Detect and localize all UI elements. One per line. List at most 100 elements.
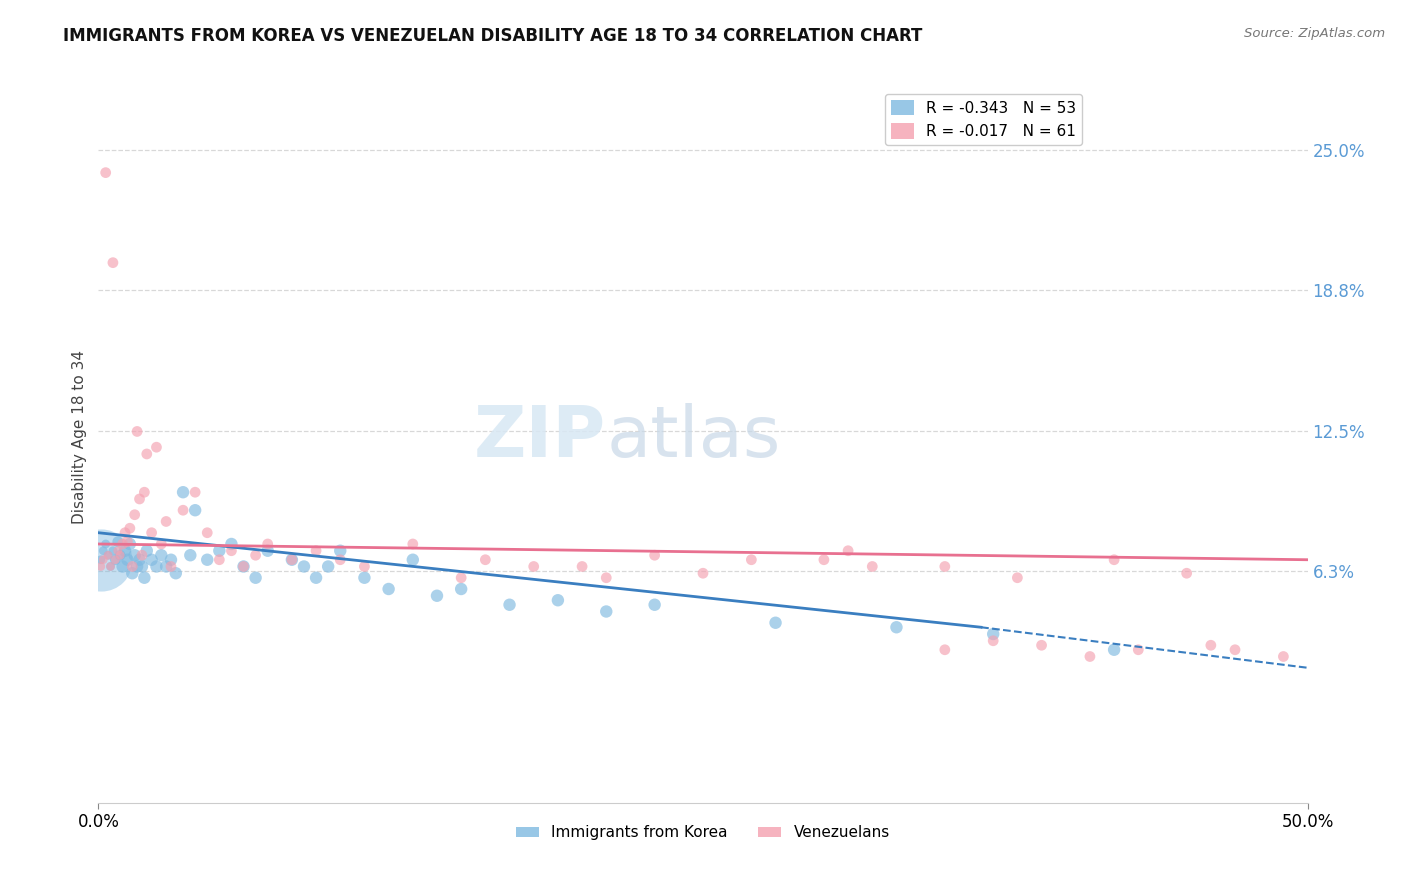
Point xyxy=(145,440,167,454)
Text: Source: ZipAtlas.com: Source: ZipAtlas.com xyxy=(1244,27,1385,40)
Point xyxy=(134,485,156,500)
Point xyxy=(118,537,141,551)
Point xyxy=(145,559,167,574)
Point xyxy=(305,571,328,585)
Point xyxy=(450,571,472,585)
Point xyxy=(160,559,183,574)
Point xyxy=(316,559,339,574)
Point xyxy=(184,503,207,517)
Point xyxy=(740,553,762,567)
Point xyxy=(377,582,399,596)
Point xyxy=(245,571,267,585)
Point xyxy=(91,543,114,558)
Point xyxy=(117,553,139,567)
Point xyxy=(121,559,143,574)
Point xyxy=(150,548,173,562)
Point xyxy=(94,537,117,551)
Point xyxy=(860,559,883,574)
Point xyxy=(886,620,908,634)
Point xyxy=(184,485,207,500)
Text: atlas: atlas xyxy=(606,402,780,472)
Point xyxy=(402,537,425,551)
Point xyxy=(474,553,496,567)
Point xyxy=(1102,642,1125,657)
Point xyxy=(256,537,278,551)
Point xyxy=(141,525,163,540)
Point xyxy=(1175,566,1198,581)
Point xyxy=(426,589,449,603)
Point xyxy=(114,543,136,558)
Point xyxy=(128,491,150,506)
Point xyxy=(104,553,127,567)
Point xyxy=(131,559,153,574)
Point xyxy=(547,593,569,607)
Text: IMMIGRANTS FROM KOREA VS VENEZUELAN DISABILITY AGE 18 TO 34 CORRELATION CHART: IMMIGRANTS FROM KOREA VS VENEZUELAN DISA… xyxy=(63,27,922,45)
Point xyxy=(221,537,243,551)
Point xyxy=(90,553,112,567)
Point xyxy=(101,543,124,558)
Point xyxy=(765,615,787,630)
Point xyxy=(94,166,117,180)
Point xyxy=(160,553,183,567)
Point xyxy=(107,534,129,549)
Point xyxy=(121,566,143,581)
Point xyxy=(114,525,136,540)
Point xyxy=(131,548,153,562)
Point xyxy=(329,553,352,567)
Point xyxy=(1272,649,1295,664)
Point xyxy=(353,571,375,585)
Point xyxy=(595,605,617,619)
Y-axis label: Disability Age 18 to 34: Disability Age 18 to 34 xyxy=(72,350,87,524)
Point xyxy=(111,559,134,574)
Point xyxy=(150,537,173,551)
Point xyxy=(91,553,114,567)
Legend: Immigrants from Korea, Venezuelans: Immigrants from Korea, Venezuelans xyxy=(510,819,896,847)
Point xyxy=(450,582,472,596)
Point xyxy=(101,255,124,269)
Point xyxy=(981,633,1004,648)
Point xyxy=(124,508,146,522)
Point xyxy=(281,553,304,567)
Point xyxy=(1199,638,1222,652)
Point xyxy=(135,543,157,558)
Point xyxy=(195,553,218,567)
Point xyxy=(934,642,956,657)
Point xyxy=(117,534,139,549)
Point xyxy=(100,559,122,574)
Point xyxy=(179,548,201,562)
Point xyxy=(402,553,425,567)
Point xyxy=(165,566,187,581)
Point xyxy=(134,571,156,585)
Point xyxy=(172,485,194,500)
Point xyxy=(90,553,112,567)
Point xyxy=(981,627,1004,641)
Point xyxy=(127,425,149,439)
Point xyxy=(934,559,956,574)
Point xyxy=(329,543,352,558)
Point xyxy=(1128,642,1150,657)
Point xyxy=(232,559,254,574)
Point xyxy=(498,598,520,612)
Point xyxy=(281,553,304,567)
Point xyxy=(108,548,131,562)
Point xyxy=(245,548,267,562)
Point xyxy=(208,543,231,558)
Point xyxy=(155,559,177,574)
Point xyxy=(292,559,315,574)
Point xyxy=(644,548,666,562)
Point xyxy=(221,543,243,558)
Point xyxy=(523,559,546,574)
Point xyxy=(108,548,131,562)
Point xyxy=(305,543,328,558)
Point xyxy=(172,503,194,517)
Point xyxy=(97,548,120,562)
Point xyxy=(232,559,254,574)
Point xyxy=(100,559,122,574)
Point xyxy=(595,571,617,585)
Point xyxy=(1223,642,1246,657)
Point xyxy=(195,525,218,540)
Point xyxy=(1102,553,1125,567)
Point xyxy=(692,566,714,581)
Text: ZIP: ZIP xyxy=(474,402,606,472)
Point xyxy=(118,521,141,535)
